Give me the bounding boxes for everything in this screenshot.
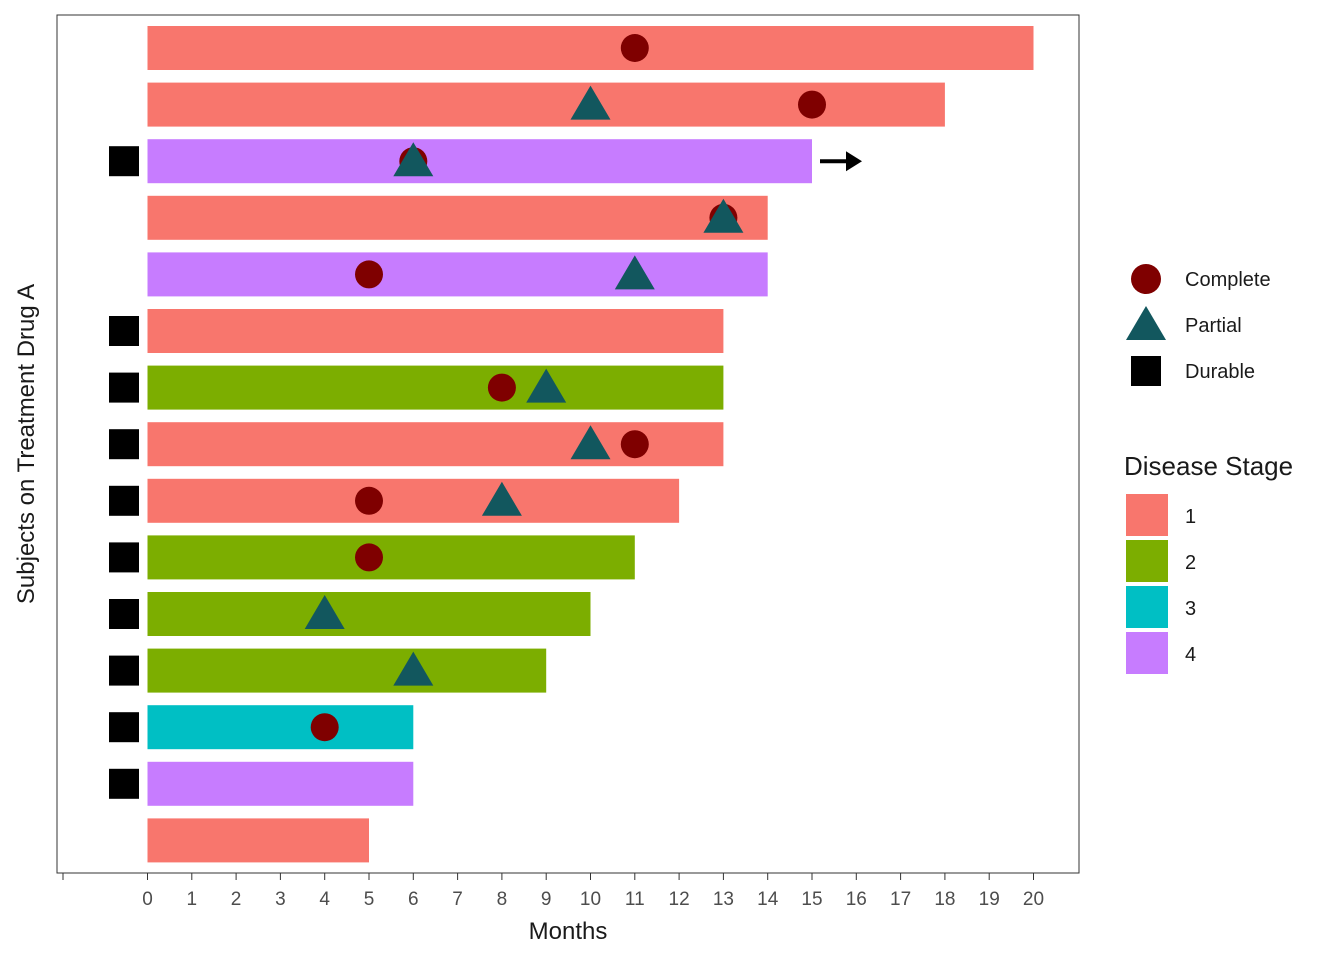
subject-bar	[147, 365, 724, 410]
x-tick-label: 19	[979, 889, 1000, 910]
x-tick-label: 17	[890, 889, 911, 910]
durable-marker	[109, 372, 139, 403]
complete-marker	[487, 373, 516, 402]
subject-bar	[147, 761, 414, 806]
markers-layer	[109, 34, 862, 799]
complete-marker	[620, 34, 649, 62]
partial-marker	[393, 142, 434, 177]
legend-stage-3-key	[1126, 586, 1168, 628]
legend-stage-1-key	[1126, 494, 1168, 536]
subject-bar	[147, 648, 547, 693]
x-tick-label: 7	[452, 889, 463, 910]
subject-bar	[147, 478, 680, 523]
legend-partial-key	[1126, 306, 1166, 340]
y-axis-title: Subjects on Treatment Drug A	[13, 284, 40, 604]
subject-bar	[147, 592, 591, 636]
complete-marker	[620, 430, 649, 459]
x-tick-label: 6	[408, 889, 419, 910]
x-tick-label: 9	[541, 889, 552, 910]
partial-marker	[614, 255, 655, 290]
x-tick-label: 2	[231, 889, 242, 910]
legend-complete-key	[1131, 264, 1161, 294]
durable-marker	[109, 485, 139, 516]
legend-partial-label: Partial	[1185, 315, 1242, 337]
subject-bar	[147, 535, 635, 580]
partial-marker	[304, 595, 345, 629]
marker-legend: Complete Partial Durable	[1126, 264, 1271, 386]
x-tick-label: 11	[625, 889, 645, 910]
durable-marker	[109, 712, 139, 743]
x-tick-label: 13	[713, 889, 734, 910]
subject-bar	[147, 309, 724, 353]
x-axis: 0 1 2 3 4 5 6 7 8 9 10 11 12 13 14 15 16 17 18 19 20	[62, 873, 1044, 910]
durable-marker	[109, 542, 139, 573]
complete-marker	[355, 486, 383, 515]
partial-marker	[703, 198, 744, 233]
subject-bar	[147, 26, 1034, 70]
durable-marker	[109, 316, 139, 346]
x-tick-label: 8	[497, 889, 508, 910]
legend-complete-label: Complete	[1185, 269, 1271, 291]
x-tick-label: 5	[364, 889, 375, 910]
complete-marker	[355, 543, 383, 572]
durable-marker	[109, 768, 139, 799]
x-tick-label: 14	[757, 889, 779, 910]
continuing-arrow-head	[846, 151, 862, 172]
partial-marker	[570, 85, 611, 120]
legend-stage-1-label: 1	[1185, 506, 1196, 528]
durable-marker	[109, 599, 139, 629]
subject-bar	[147, 705, 414, 750]
stage-legend-title: Disease Stage	[1124, 451, 1293, 481]
complete-marker	[798, 90, 826, 119]
partial-marker	[393, 651, 434, 686]
partial-marker	[481, 481, 522, 516]
bars-layer	[147, 26, 1034, 863]
x-tick-label: 0	[142, 889, 153, 910]
subject-bar	[147, 818, 369, 863]
legend-stage-4-label: 4	[1185, 644, 1196, 666]
subject-bar	[147, 252, 768, 297]
legend-stage-2-label: 2	[1185, 552, 1196, 574]
x-tick-label: 4	[319, 889, 330, 910]
x-tick-label: 20	[1023, 889, 1044, 910]
durable-marker	[109, 429, 139, 460]
durable-marker	[109, 146, 139, 177]
stage-legend: Disease Stage 1 2 3 4	[1124, 451, 1293, 674]
x-tick-label: 10	[580, 889, 601, 910]
partial-marker	[570, 425, 611, 460]
complete-marker	[355, 260, 383, 289]
legend-stage-2-key	[1126, 540, 1168, 582]
legend-stage-4-key	[1126, 632, 1168, 674]
x-tick-label: 16	[846, 889, 867, 910]
x-axis-title: Months	[529, 918, 608, 945]
subject-bar	[147, 139, 812, 184]
durable-marker	[109, 655, 139, 686]
legend-durable-key	[1131, 356, 1161, 386]
legend-durable-label: Durable	[1185, 361, 1255, 383]
x-tick-label: 15	[801, 889, 822, 910]
x-tick-label: 1	[187, 889, 198, 910]
subject-bar	[147, 195, 768, 240]
partial-marker	[526, 368, 567, 403]
x-tick-label: 12	[669, 889, 690, 910]
complete-marker	[310, 713, 339, 742]
legend-stage-3-label: 3	[1185, 598, 1196, 620]
x-tick-label: 18	[934, 889, 955, 910]
x-tick-label: 3	[275, 889, 286, 910]
